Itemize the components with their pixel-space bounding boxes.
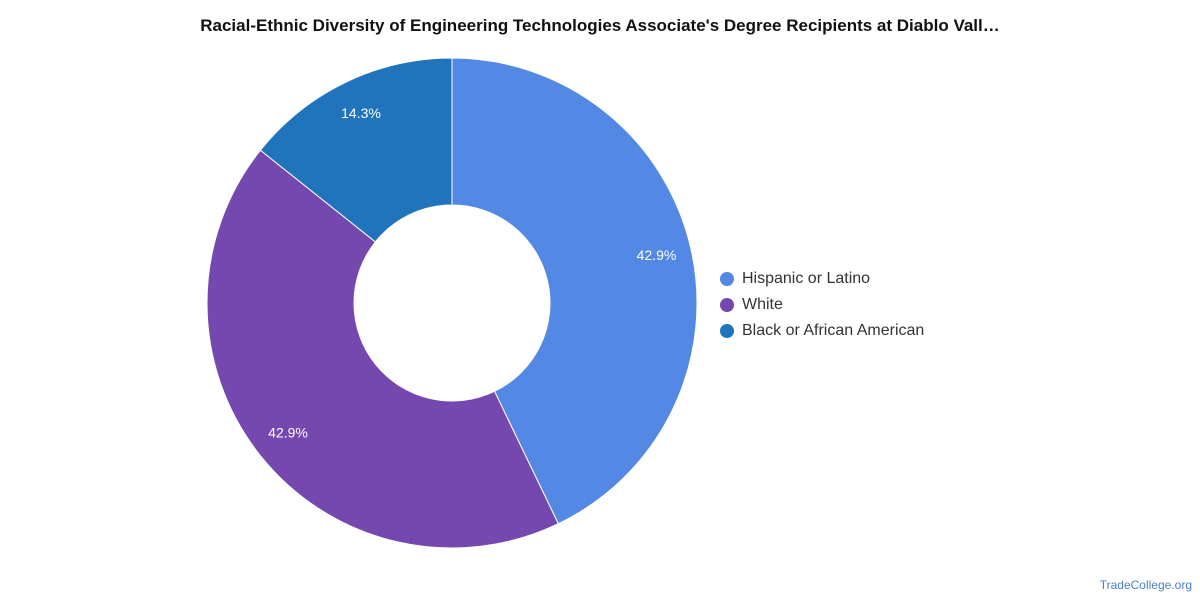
chart-legend: Hispanic or Latino White Black or Africa… [720, 266, 924, 344]
legend-label-hispanic-or-latino: Hispanic or Latino [742, 270, 871, 287]
slice-label-hispanic-or-latino: 42.9% [637, 247, 677, 263]
donut-slice-hispanic-or-latino[interactable] [451, 57, 698, 525]
legend-swatch-black-or-african-american [720, 324, 734, 338]
legend-label-black-or-african-american: Black or African American [742, 322, 925, 339]
legend-item-white[interactable]: White [720, 292, 924, 318]
slice-label-white: 42.9% [268, 424, 308, 440]
slice-label-black-or-african-american: 14.3% [341, 105, 381, 121]
legend-item-hispanic-or-latino[interactable]: Hispanic or Latino [720, 266, 924, 292]
legend-swatch-white [720, 298, 734, 312]
source-credit-link[interactable]: TradeCollege.org [1099, 578, 1192, 592]
legend-label-white: White [742, 296, 783, 313]
legend-swatch-hispanic-or-latino [720, 272, 734, 286]
donut-slice-black-or-african-american[interactable] [259, 57, 453, 243]
legend-item-black-or-african-american[interactable]: Black or African American [720, 318, 924, 344]
donut-slice-white[interactable] [206, 149, 559, 549]
chart-title: Racial-Ethnic Diversity of Engineering T… [200, 16, 1000, 35]
